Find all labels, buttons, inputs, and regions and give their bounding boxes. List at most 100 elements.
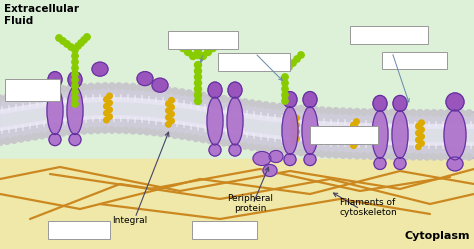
Circle shape xyxy=(326,151,332,158)
Circle shape xyxy=(88,83,94,90)
Circle shape xyxy=(416,144,421,150)
Circle shape xyxy=(72,89,78,95)
Circle shape xyxy=(68,44,74,50)
Ellipse shape xyxy=(228,82,242,98)
Circle shape xyxy=(169,98,174,103)
Circle shape xyxy=(174,41,182,48)
Circle shape xyxy=(0,95,3,101)
Circle shape xyxy=(445,110,451,116)
Circle shape xyxy=(286,64,292,70)
Ellipse shape xyxy=(373,95,387,112)
Circle shape xyxy=(312,107,318,113)
Circle shape xyxy=(32,133,38,140)
Text: Extracellular
Fluid: Extracellular Fluid xyxy=(4,4,79,26)
Ellipse shape xyxy=(284,154,296,166)
Ellipse shape xyxy=(374,157,386,170)
Circle shape xyxy=(166,122,171,127)
Circle shape xyxy=(72,101,78,107)
Circle shape xyxy=(123,83,129,90)
Circle shape xyxy=(221,140,227,146)
Circle shape xyxy=(419,140,424,146)
Circle shape xyxy=(46,87,52,94)
Circle shape xyxy=(104,110,109,116)
Circle shape xyxy=(107,93,112,99)
Circle shape xyxy=(200,53,207,60)
Ellipse shape xyxy=(303,92,317,108)
Circle shape xyxy=(410,110,416,116)
FancyBboxPatch shape xyxy=(310,126,378,144)
Circle shape xyxy=(333,108,339,114)
Circle shape xyxy=(190,53,197,60)
Circle shape xyxy=(298,105,304,112)
Ellipse shape xyxy=(229,144,241,156)
Circle shape xyxy=(354,132,359,138)
Circle shape xyxy=(116,83,122,89)
Circle shape xyxy=(169,104,174,110)
Circle shape xyxy=(18,136,24,142)
Ellipse shape xyxy=(447,157,463,171)
FancyBboxPatch shape xyxy=(48,221,110,239)
Circle shape xyxy=(419,127,424,132)
Circle shape xyxy=(116,127,122,133)
Circle shape xyxy=(298,149,304,156)
Circle shape xyxy=(282,86,288,92)
Circle shape xyxy=(294,115,299,121)
Circle shape xyxy=(291,132,296,138)
Circle shape xyxy=(186,90,192,96)
Circle shape xyxy=(431,154,437,160)
Circle shape xyxy=(228,97,234,103)
Circle shape xyxy=(326,107,332,114)
Circle shape xyxy=(130,127,136,134)
Circle shape xyxy=(351,122,356,128)
Circle shape xyxy=(294,56,300,62)
Circle shape xyxy=(144,84,150,91)
Circle shape xyxy=(60,38,66,44)
Circle shape xyxy=(151,129,157,136)
Circle shape xyxy=(53,87,59,93)
Circle shape xyxy=(169,111,174,117)
Circle shape xyxy=(235,142,241,148)
Circle shape xyxy=(215,41,221,48)
Ellipse shape xyxy=(68,72,82,88)
Circle shape xyxy=(210,45,217,52)
Circle shape xyxy=(11,93,17,99)
Text: Filaments of
cytoskeleton: Filaments of cytoskeleton xyxy=(339,198,397,217)
Ellipse shape xyxy=(208,82,222,98)
Ellipse shape xyxy=(92,62,108,76)
Circle shape xyxy=(382,153,388,160)
Circle shape xyxy=(88,127,94,134)
Circle shape xyxy=(354,109,360,115)
Circle shape xyxy=(256,145,262,151)
Circle shape xyxy=(319,107,325,113)
Circle shape xyxy=(354,152,360,159)
Circle shape xyxy=(214,95,220,101)
Circle shape xyxy=(452,154,458,160)
Circle shape xyxy=(228,141,234,147)
Circle shape xyxy=(354,139,359,145)
Circle shape xyxy=(263,102,269,108)
Circle shape xyxy=(194,52,201,59)
Circle shape xyxy=(416,137,421,143)
Circle shape xyxy=(204,49,211,56)
Ellipse shape xyxy=(152,78,168,92)
Circle shape xyxy=(32,90,38,96)
Circle shape xyxy=(194,79,201,86)
FancyBboxPatch shape xyxy=(382,52,447,69)
Circle shape xyxy=(194,62,201,68)
Bar xyxy=(0,159,474,249)
Circle shape xyxy=(200,136,206,143)
Circle shape xyxy=(78,40,84,46)
Ellipse shape xyxy=(282,107,298,155)
Circle shape xyxy=(319,151,325,157)
Circle shape xyxy=(4,138,10,144)
Circle shape xyxy=(123,127,129,133)
Circle shape xyxy=(4,94,10,100)
Circle shape xyxy=(445,154,451,160)
Circle shape xyxy=(172,132,178,138)
Circle shape xyxy=(179,133,185,139)
Circle shape xyxy=(11,137,17,143)
Circle shape xyxy=(67,85,73,91)
Circle shape xyxy=(193,91,199,98)
Circle shape xyxy=(368,109,374,115)
Circle shape xyxy=(291,105,297,111)
